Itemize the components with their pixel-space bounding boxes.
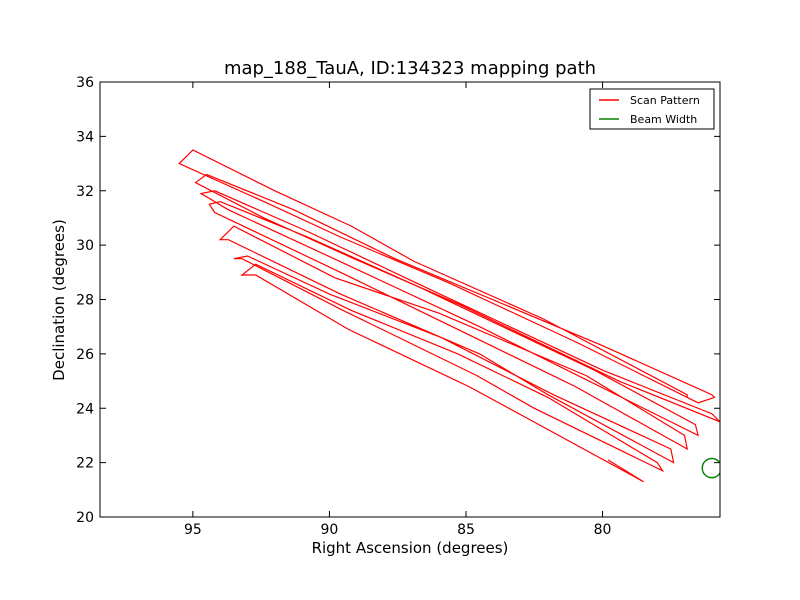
series-layer (178, 149, 720, 483)
y-tick-label: 24 (76, 401, 94, 417)
beam-width-circle (701, 457, 720, 479)
y-tick-label: 36 (76, 75, 94, 91)
axes-frame-layer (99, 81, 721, 518)
y-tick-label: 32 (76, 184, 94, 200)
y-tick-label: 22 (76, 456, 94, 472)
tick-layer: 95 90 85 80 20 22 24 26 28 30 32 34 36 (76, 75, 720, 538)
x-tick-label: 80 (594, 522, 612, 538)
y-tick-label: 30 (76, 238, 94, 254)
y-tick-label: 34 (76, 129, 94, 145)
axes-frame (99, 81, 721, 518)
x-tick-label: 90 (321, 522, 339, 538)
plot-area (100, 82, 720, 517)
scan-pattern-line (178, 149, 720, 483)
legend-label: Scan Pattern (630, 94, 700, 107)
plot-background (100, 82, 720, 517)
y-tick-label: 20 (76, 510, 94, 526)
y-tick-label: 28 (76, 293, 94, 309)
chart-title: map_188_TauA, ID:134323 mapping path (224, 58, 596, 79)
y-tick-label: 26 (76, 347, 94, 363)
x-axis-label: Right Ascension (degrees) (312, 539, 509, 557)
y-axis-label: Declination (degrees) (50, 219, 68, 381)
legend: Scan Pattern Beam Width (589, 88, 715, 130)
legend-label: Beam Width (630, 113, 697, 126)
legend-box (589, 88, 715, 130)
x-tick-label: 95 (184, 522, 202, 538)
x-tick-label: 85 (457, 522, 475, 538)
